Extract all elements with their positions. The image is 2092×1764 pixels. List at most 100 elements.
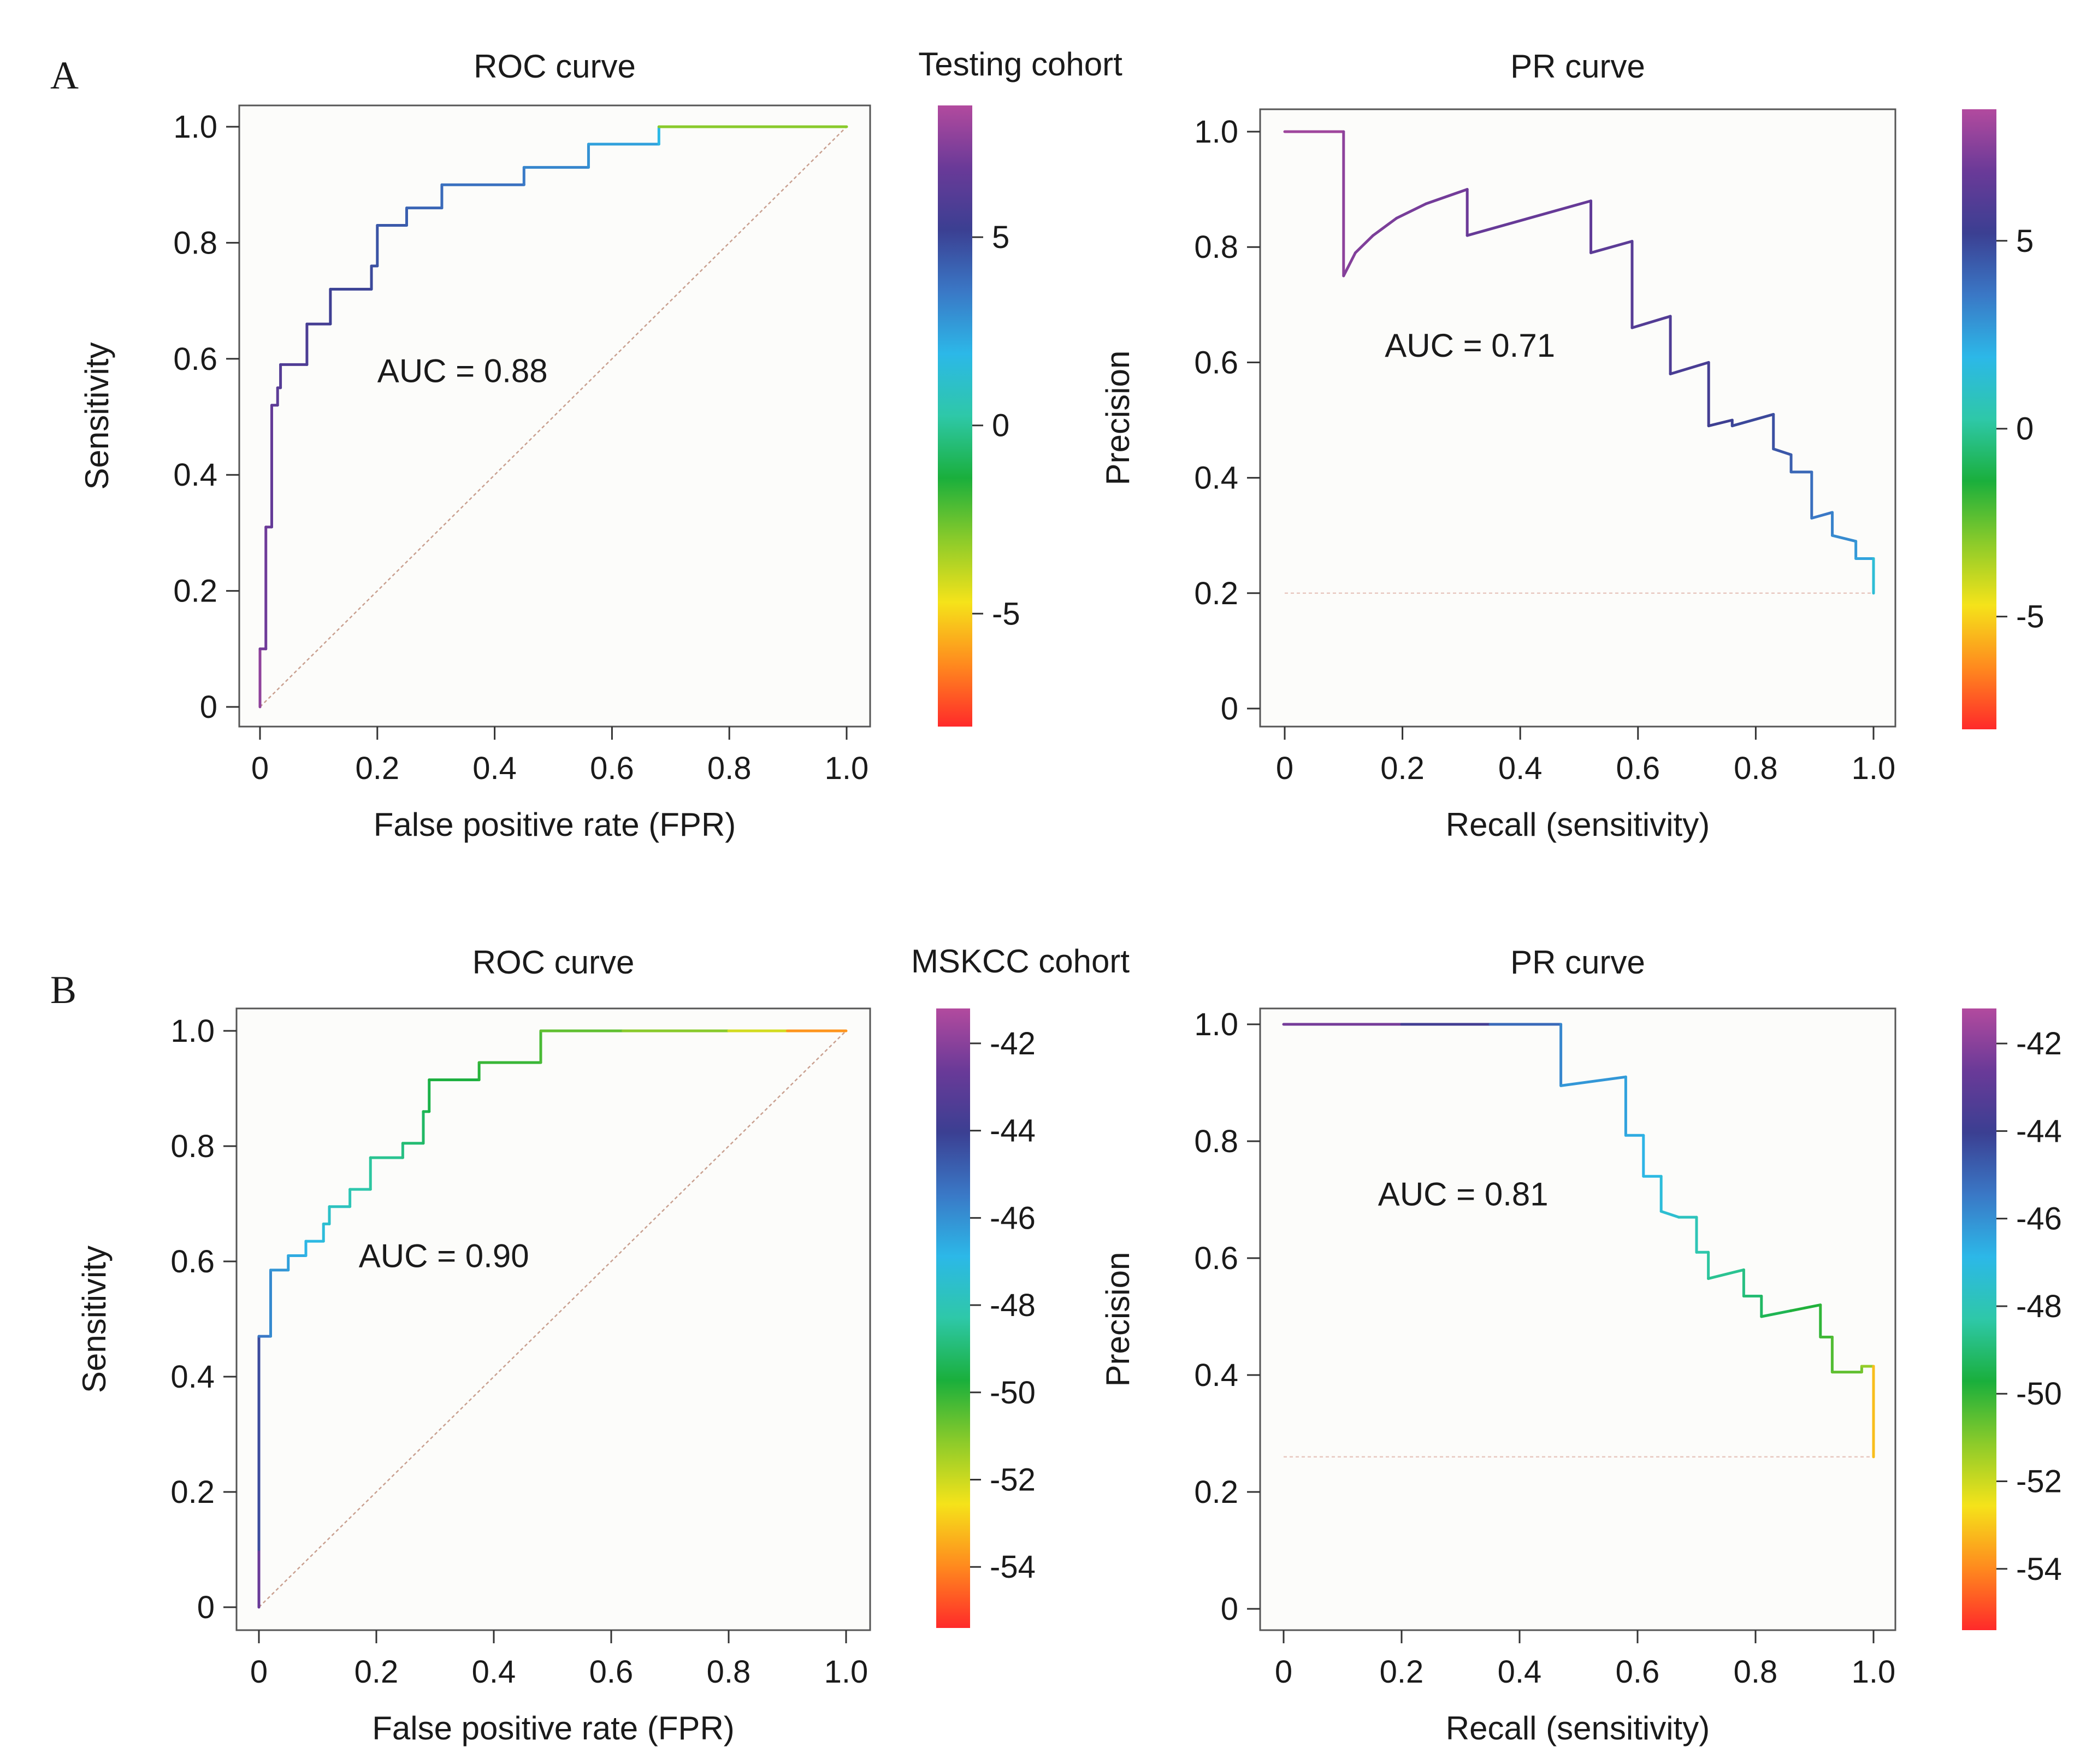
curve-segment [1589, 240, 1634, 255]
auc-annotation: AUC = 0.81 [1378, 1176, 1549, 1213]
x-axis-label: Recall (sensitivity) [1446, 806, 1710, 843]
colorbar-tick-label: -44 [2016, 1113, 2062, 1149]
curve-segment [1707, 1268, 1745, 1280]
pr-chart-mskcc: PR curve 0 0.2 0.4 0.6 0.8 1.0 0 0.2 0.4 0.6 0.8 1.0… [1100, 944, 2062, 1747]
colorbar [1962, 1008, 1996, 1630]
auc-annotation: AUC = 0.88 [377, 352, 548, 389]
y-tick-label: 0.4 [173, 457, 217, 493]
x-tick-label: 0.8 [1734, 751, 1778, 786]
curve-segment [1659, 1210, 1681, 1219]
reference-diagonal [259, 126, 847, 707]
panel-label-A: A [50, 54, 79, 97]
x-tick-label: 0.2 [1380, 1654, 1424, 1690]
y-axis-label: Sensitivity [79, 342, 115, 489]
colorbar-tick-label: -50 [990, 1375, 1036, 1411]
colorbar-tick-label: -54 [990, 1549, 1036, 1585]
x-tick-label: 0.2 [1380, 751, 1425, 786]
y-tick-label: 0.8 [173, 225, 217, 261]
roc-chart-testing: ROC curve 0 0.2 0.4 0.6 0.8 1.0 0 0.2 0.4 0.6 0.8 1.… [79, 48, 1020, 843]
y-axis-label: Precision [1100, 351, 1136, 486]
x-tick-label: 0.2 [354, 1654, 399, 1690]
reference-diagonal [258, 1030, 847, 1608]
x-tick-label: 0.4 [1498, 1654, 1542, 1690]
curve-segment [1465, 199, 1593, 237]
colorbar-tick-label: -5 [992, 596, 1020, 632]
x-tick-label: 0 [251, 751, 269, 786]
curve [1283, 130, 1875, 595]
colorbar-tick-label: -42 [990, 1026, 1036, 1061]
y-tick-label: 0.6 [170, 1244, 215, 1279]
colorbar-tick-label: -46 [2016, 1201, 2062, 1237]
x-tick-label: 0.8 [1734, 1654, 1778, 1690]
y-tick-label: 0 [200, 689, 217, 725]
curve-segment [1342, 251, 1357, 278]
curve-segment [1760, 1309, 1793, 1318]
y-tick-label: 0 [197, 1590, 215, 1625]
y-tick-label: 0.4 [170, 1359, 215, 1395]
y-tick-label: 0.4 [1194, 461, 1238, 496]
curve-segment [1395, 202, 1428, 220]
x-tick-label: 1.0 [825, 751, 869, 786]
curve-segment [1831, 534, 1858, 543]
pr-chart-testing: PR curve 0 0.2 0.4 0.6 0.8 1.0 0 0.2 0.4 0.6 0.8 1.0… [1100, 48, 2044, 843]
colorbar-tick-label: -52 [2016, 1464, 2062, 1500]
y-tick-label: 0.6 [1194, 345, 1238, 380]
x-tick-label: 0.6 [589, 1654, 634, 1690]
curve-segment [1707, 418, 1734, 428]
colorbar-tick-label: -50 [2016, 1376, 2062, 1412]
chart-title: ROC curve [474, 48, 636, 85]
y-tick-label: 1.0 [173, 109, 217, 145]
curve-segment [1559, 1075, 1627, 1087]
y-tick-label: 0.8 [1194, 229, 1238, 265]
y-tick-label: 0.6 [1194, 1241, 1238, 1276]
curve-segment [1630, 315, 1672, 329]
colorbar [938, 105, 972, 727]
cohort-title-mskcc: MSKCC cohort [911, 943, 1130, 980]
curve-segment [1425, 188, 1469, 205]
y-tick-label: 0.8 [170, 1129, 215, 1164]
y-tick-label: 0.6 [173, 341, 217, 377]
chart-title: PR curve [1510, 944, 1645, 981]
x-tick-label: 1.0 [1852, 1654, 1896, 1690]
colorbar [1962, 109, 1996, 729]
y-tick-label: 0.2 [1194, 1474, 1238, 1510]
x-tick-label: 0.6 [1616, 1654, 1660, 1690]
x-axis-label: False positive rate (FPR) [372, 1710, 735, 1747]
curve-segment [1372, 216, 1398, 237]
x-tick-label: 0.4 [1498, 751, 1543, 786]
plot-area [235, 1007, 871, 1631]
y-tick-label: 0.4 [1194, 1358, 1238, 1393]
plot-area [1259, 1007, 1896, 1631]
colorbar-tick-label: -54 [2016, 1551, 2062, 1587]
y-tick-label: 0.2 [173, 574, 217, 609]
y-tick-label: 0.2 [170, 1474, 215, 1510]
x-tick-label: 1.0 [824, 1654, 868, 1690]
x-tick-label: 0.8 [707, 1654, 751, 1690]
x-tick-label: 0.4 [472, 751, 517, 786]
y-tick-label: 0 [1221, 1591, 1238, 1627]
roc-chart-mskcc: ROC curve 0 0.2 0.4 0.6 0.8 1.0 0 0.2 0.4 0.6 0.8 1.… [76, 944, 1036, 1747]
colorbar-tick-label: -42 [2016, 1026, 2062, 1061]
colorbar-tick-label: 5 [992, 220, 1009, 255]
x-tick-label: 0 [250, 1654, 268, 1690]
colorbar-tick-label: 0 [992, 408, 1009, 444]
x-tick-label: 0.6 [590, 751, 634, 786]
auc-annotation: AUC = 0.90 [359, 1238, 529, 1275]
y-axis-label: Precision [1100, 1252, 1136, 1387]
colorbar-tick-label: -44 [990, 1113, 1036, 1149]
curve-segment [1772, 447, 1793, 456]
y-tick-label: 0.2 [1194, 576, 1238, 611]
y-tick-label: 0 [1221, 691, 1238, 727]
colorbar-tick-label: 5 [2016, 223, 2034, 259]
colorbar-tick-label: -52 [990, 1462, 1036, 1497]
x-axis-label: Recall (sensitivity) [1446, 1710, 1710, 1747]
colorbar-tick-label: -46 [990, 1200, 1036, 1236]
y-tick-label: 0.8 [1194, 1124, 1238, 1159]
x-tick-label: 0.8 [707, 751, 752, 786]
cohort-title-testing: Testing cohort [918, 46, 1122, 82]
chart-title: PR curve [1510, 48, 1645, 85]
plot-area [238, 104, 871, 728]
curve [1282, 1023, 1875, 1459]
